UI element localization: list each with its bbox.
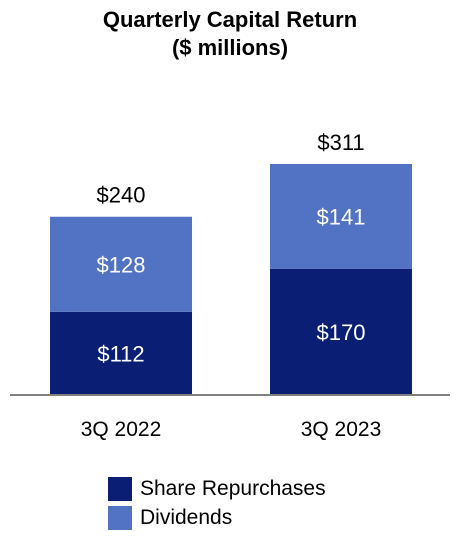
data-label-dividends-3q-2023: $141	[317, 204, 366, 229]
total-label-3q-2023: $311	[317, 130, 364, 155]
data-label-share-repurchases-3q-2023: $170	[317, 320, 366, 345]
x-tick-label-3q-2022: 3Q 2022	[81, 418, 162, 441]
legend-label-share-repurchases: Share Repurchases	[140, 477, 326, 500]
bar-segment-share-repurchases-3q-2022	[50, 311, 192, 395]
bar-segment-dividends-3q-2022	[50, 216, 192, 312]
bar-segment-share-repurchases-3q-2023	[270, 268, 412, 395]
chart-subtitle: ($ millions)	[171, 35, 289, 60]
legend-label-dividends: Dividends	[140, 506, 233, 529]
data-label-dividends-3q-2022: $128	[97, 252, 146, 277]
data-label-share-repurchases-3q-2022: $112	[97, 341, 144, 366]
chart-title: Quarterly Capital Return	[102, 7, 358, 32]
bar-segment-dividends-3q-2023	[270, 164, 412, 269]
legend-swatch-share-repurchases	[108, 477, 132, 501]
legend-item-dividends: Dividends	[108, 505, 232, 531]
legend-item-share-repurchases: Share Repurchases	[108, 476, 326, 502]
legend-swatch-dividends	[108, 506, 132, 530]
total-label-3q-2022: $240	[97, 183, 146, 208]
x-tick-label-3q-2023: 3Q 2023	[301, 418, 382, 441]
